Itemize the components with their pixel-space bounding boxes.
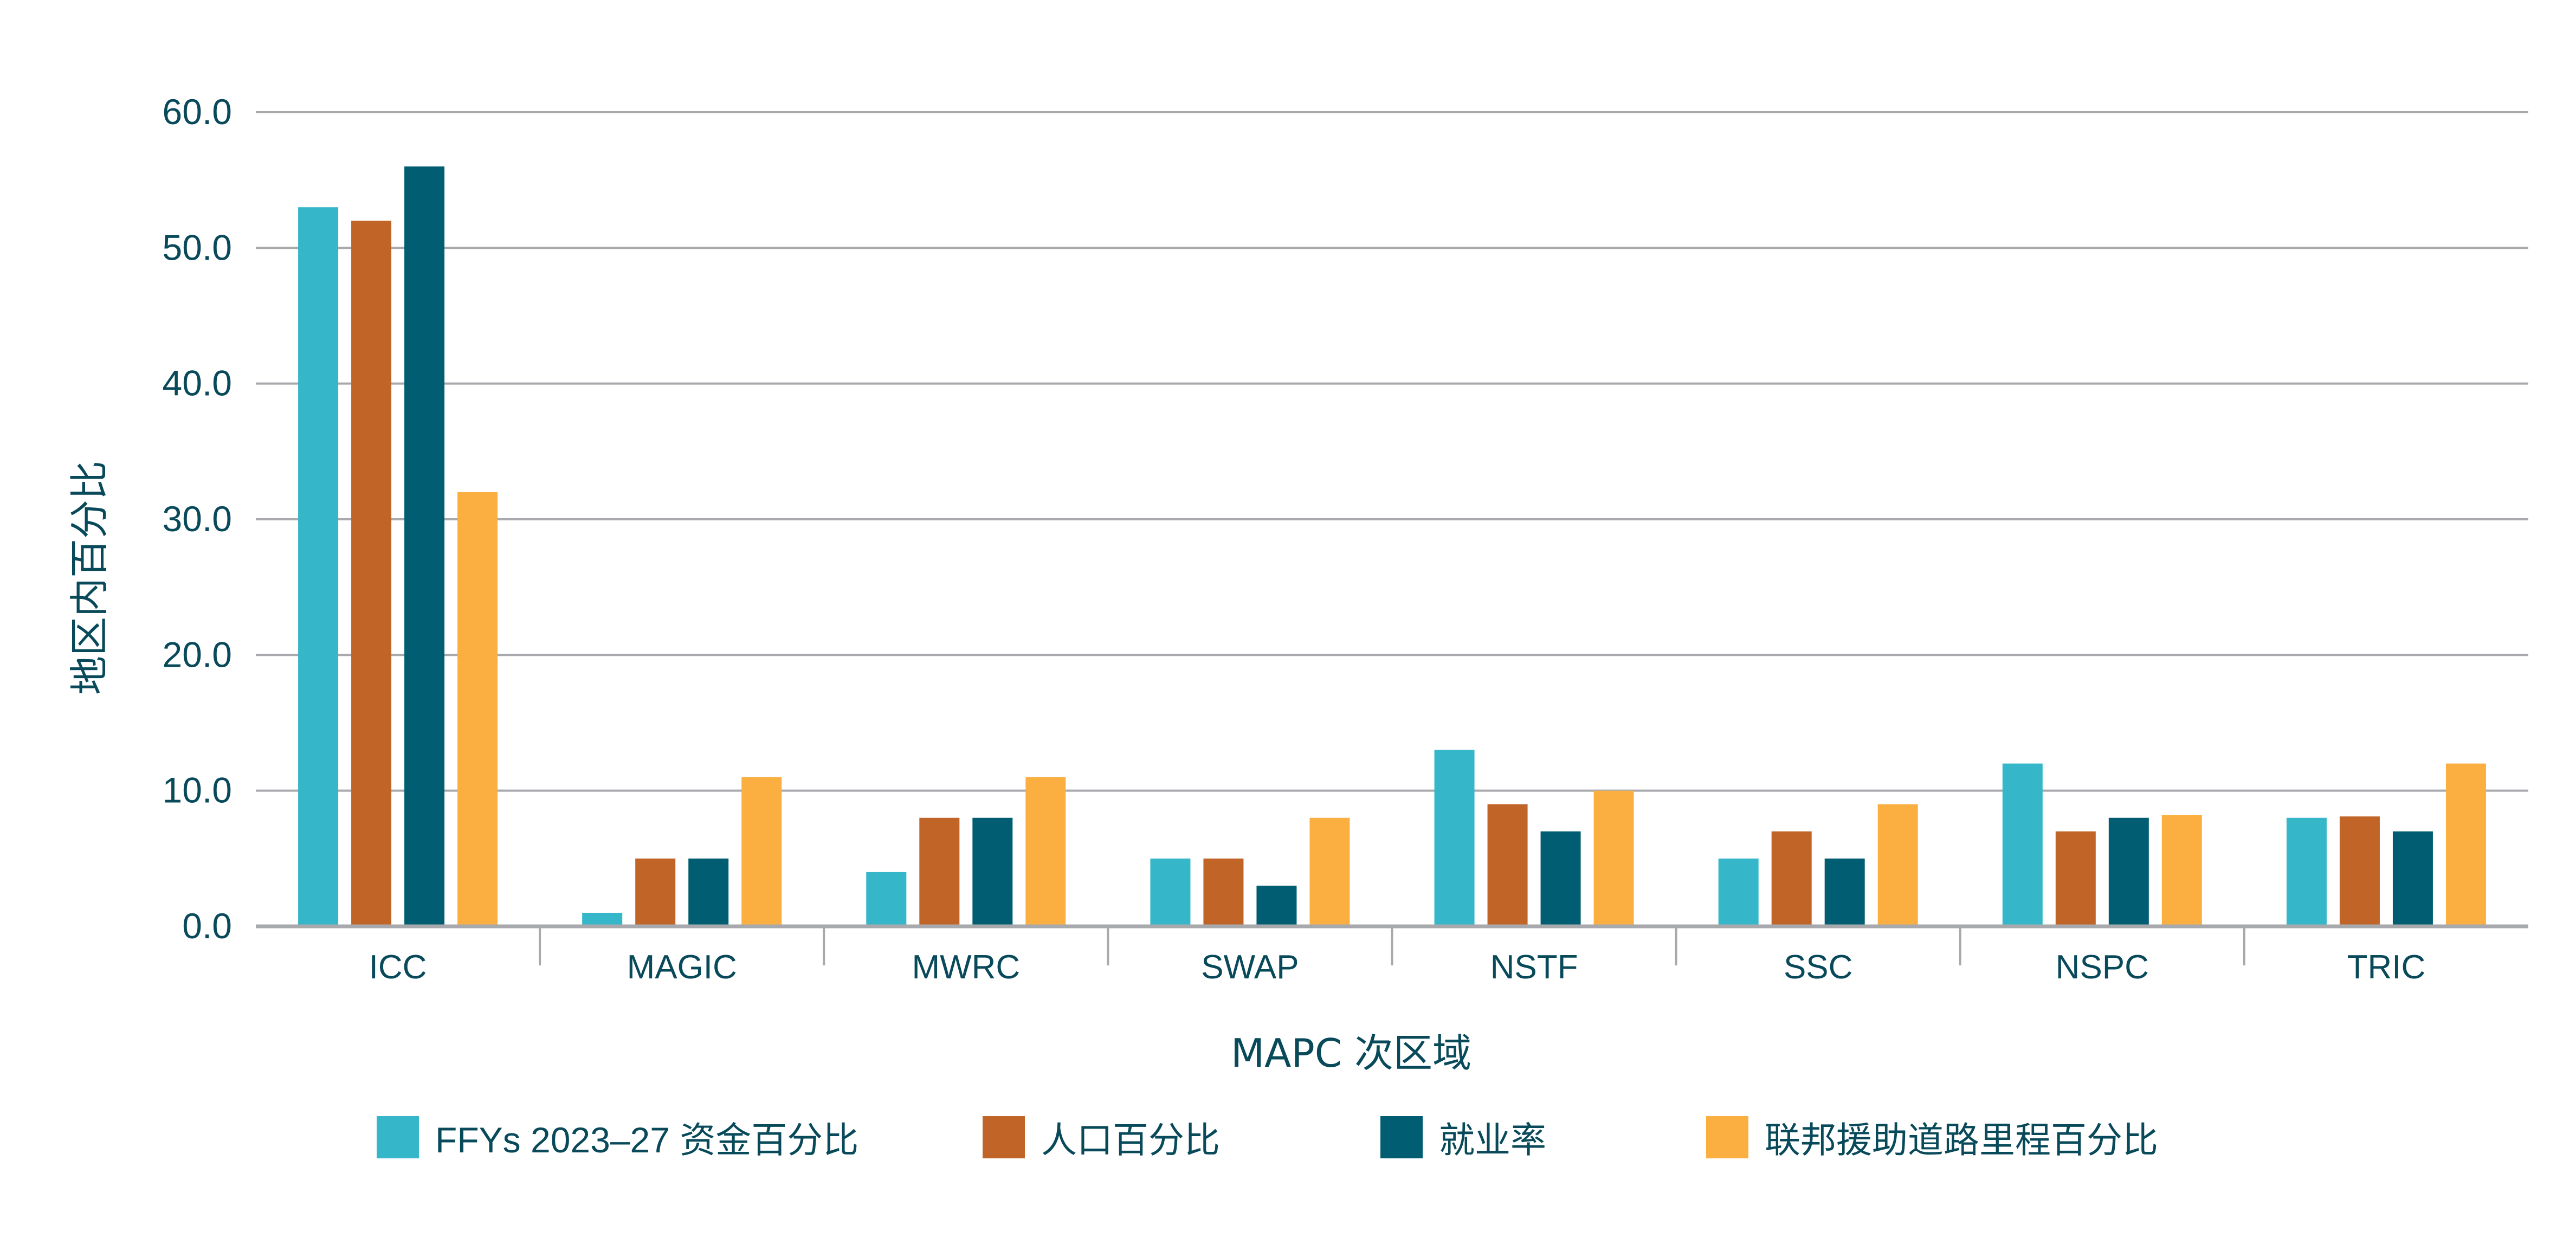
legend-label: 人口百分比 bbox=[1041, 1120, 1220, 1160]
bar-nstf-2 bbox=[1540, 831, 1581, 926]
x-tick-label: TRIC bbox=[2347, 949, 2426, 986]
x-axis bbox=[256, 924, 2528, 965]
gridlines bbox=[256, 111, 2528, 792]
bar-icc-3 bbox=[457, 492, 498, 926]
x-tick-label: MAGIC bbox=[627, 949, 737, 986]
bars bbox=[298, 166, 2486, 927]
x-tick-label: NSTF bbox=[1490, 949, 1578, 986]
bar-nspc-2 bbox=[2108, 817, 2149, 926]
bar-tric-1 bbox=[2339, 816, 2380, 926]
y-tick-label: 0.0 bbox=[182, 906, 232, 946]
bar-swap-3 bbox=[1309, 817, 1350, 926]
x-tick-labels: ICC MAGIC MWRC SWAP NSTF SSC NSPC TRIC bbox=[369, 949, 2426, 986]
legend-swatch bbox=[1706, 1116, 1748, 1158]
bar-magic-3 bbox=[741, 777, 782, 926]
bar-ssc-2 bbox=[1824, 858, 1865, 926]
bar-magic-1 bbox=[635, 858, 676, 926]
bar-tric-0 bbox=[2286, 817, 2327, 926]
bar-icc-2 bbox=[404, 166, 445, 927]
bar-mwrc-3 bbox=[1025, 777, 1066, 926]
bar-mwrc-1 bbox=[919, 817, 960, 926]
bar-nstf-1 bbox=[1487, 804, 1528, 926]
bar-ssc-3 bbox=[1877, 804, 1918, 926]
bar-magic-2 bbox=[688, 858, 729, 926]
y-tick-label: 50.0 bbox=[163, 227, 232, 267]
bar-icc-1 bbox=[351, 221, 392, 927]
bar-nspc-0 bbox=[2002, 763, 2043, 926]
legend-swatch bbox=[1380, 1116, 1423, 1158]
bar-nstf-3 bbox=[1593, 790, 1634, 926]
legend-item-funding: FFYs 2023–27 资金百分比 bbox=[377, 1116, 858, 1160]
bar-tric-2 bbox=[2392, 831, 2433, 926]
y-tick-label: 30.0 bbox=[163, 499, 232, 539]
bar-nstf-0 bbox=[1434, 750, 1475, 926]
bar-tric-3 bbox=[2445, 763, 2486, 926]
legend-item-employment: 就业率 bbox=[1380, 1116, 1546, 1160]
y-tick-label: 20.0 bbox=[163, 634, 232, 674]
y-tick-labels: 0.0 10.0 20.0 30.0 40.0 50.0 60.0 bbox=[163, 92, 232, 946]
legend-swatch bbox=[983, 1116, 1025, 1158]
y-tick-label: 10.0 bbox=[163, 770, 232, 810]
bar-magic-0 bbox=[582, 912, 623, 926]
legend-label: 联邦援助道路里程百分比 bbox=[1765, 1120, 2158, 1160]
legend-item-road-miles: 联邦援助道路里程百分比 bbox=[1706, 1116, 2158, 1160]
legend-label: FFYs 2023–27 资金百分比 bbox=[435, 1120, 859, 1160]
y-tick-label: 40.0 bbox=[163, 363, 232, 403]
x-tick-label: NSPC bbox=[2056, 949, 2149, 986]
bar-swap-1 bbox=[1203, 858, 1244, 926]
y-tick-label: 60.0 bbox=[163, 92, 232, 132]
bar-nspc-3 bbox=[2161, 815, 2202, 926]
legend-swatch bbox=[377, 1116, 419, 1158]
y-axis-title: 地区内百分比 bbox=[67, 461, 112, 695]
bar-icc-0 bbox=[298, 207, 339, 926]
x-tick-label: SWAP bbox=[1201, 949, 1299, 986]
legend-item-population: 人口百分比 bbox=[983, 1116, 1220, 1160]
legend-label: 就业率 bbox=[1439, 1120, 1546, 1160]
bar-ssc-0 bbox=[1718, 858, 1759, 926]
bar-swap-2 bbox=[1256, 885, 1297, 926]
bar-mwrc-2 bbox=[972, 817, 1013, 926]
x-tick-label: MWRC bbox=[912, 949, 1020, 986]
x-tick-label: ICC bbox=[369, 949, 427, 986]
bar-ssc-1 bbox=[1771, 831, 1812, 926]
bar-nspc-1 bbox=[2055, 831, 2096, 926]
x-tick-label: SSC bbox=[1784, 949, 1852, 986]
bar-mwrc-0 bbox=[866, 872, 907, 926]
x-axis-title: MAPC 次区域 bbox=[1231, 1030, 1471, 1076]
bar-swap-0 bbox=[1150, 858, 1191, 926]
